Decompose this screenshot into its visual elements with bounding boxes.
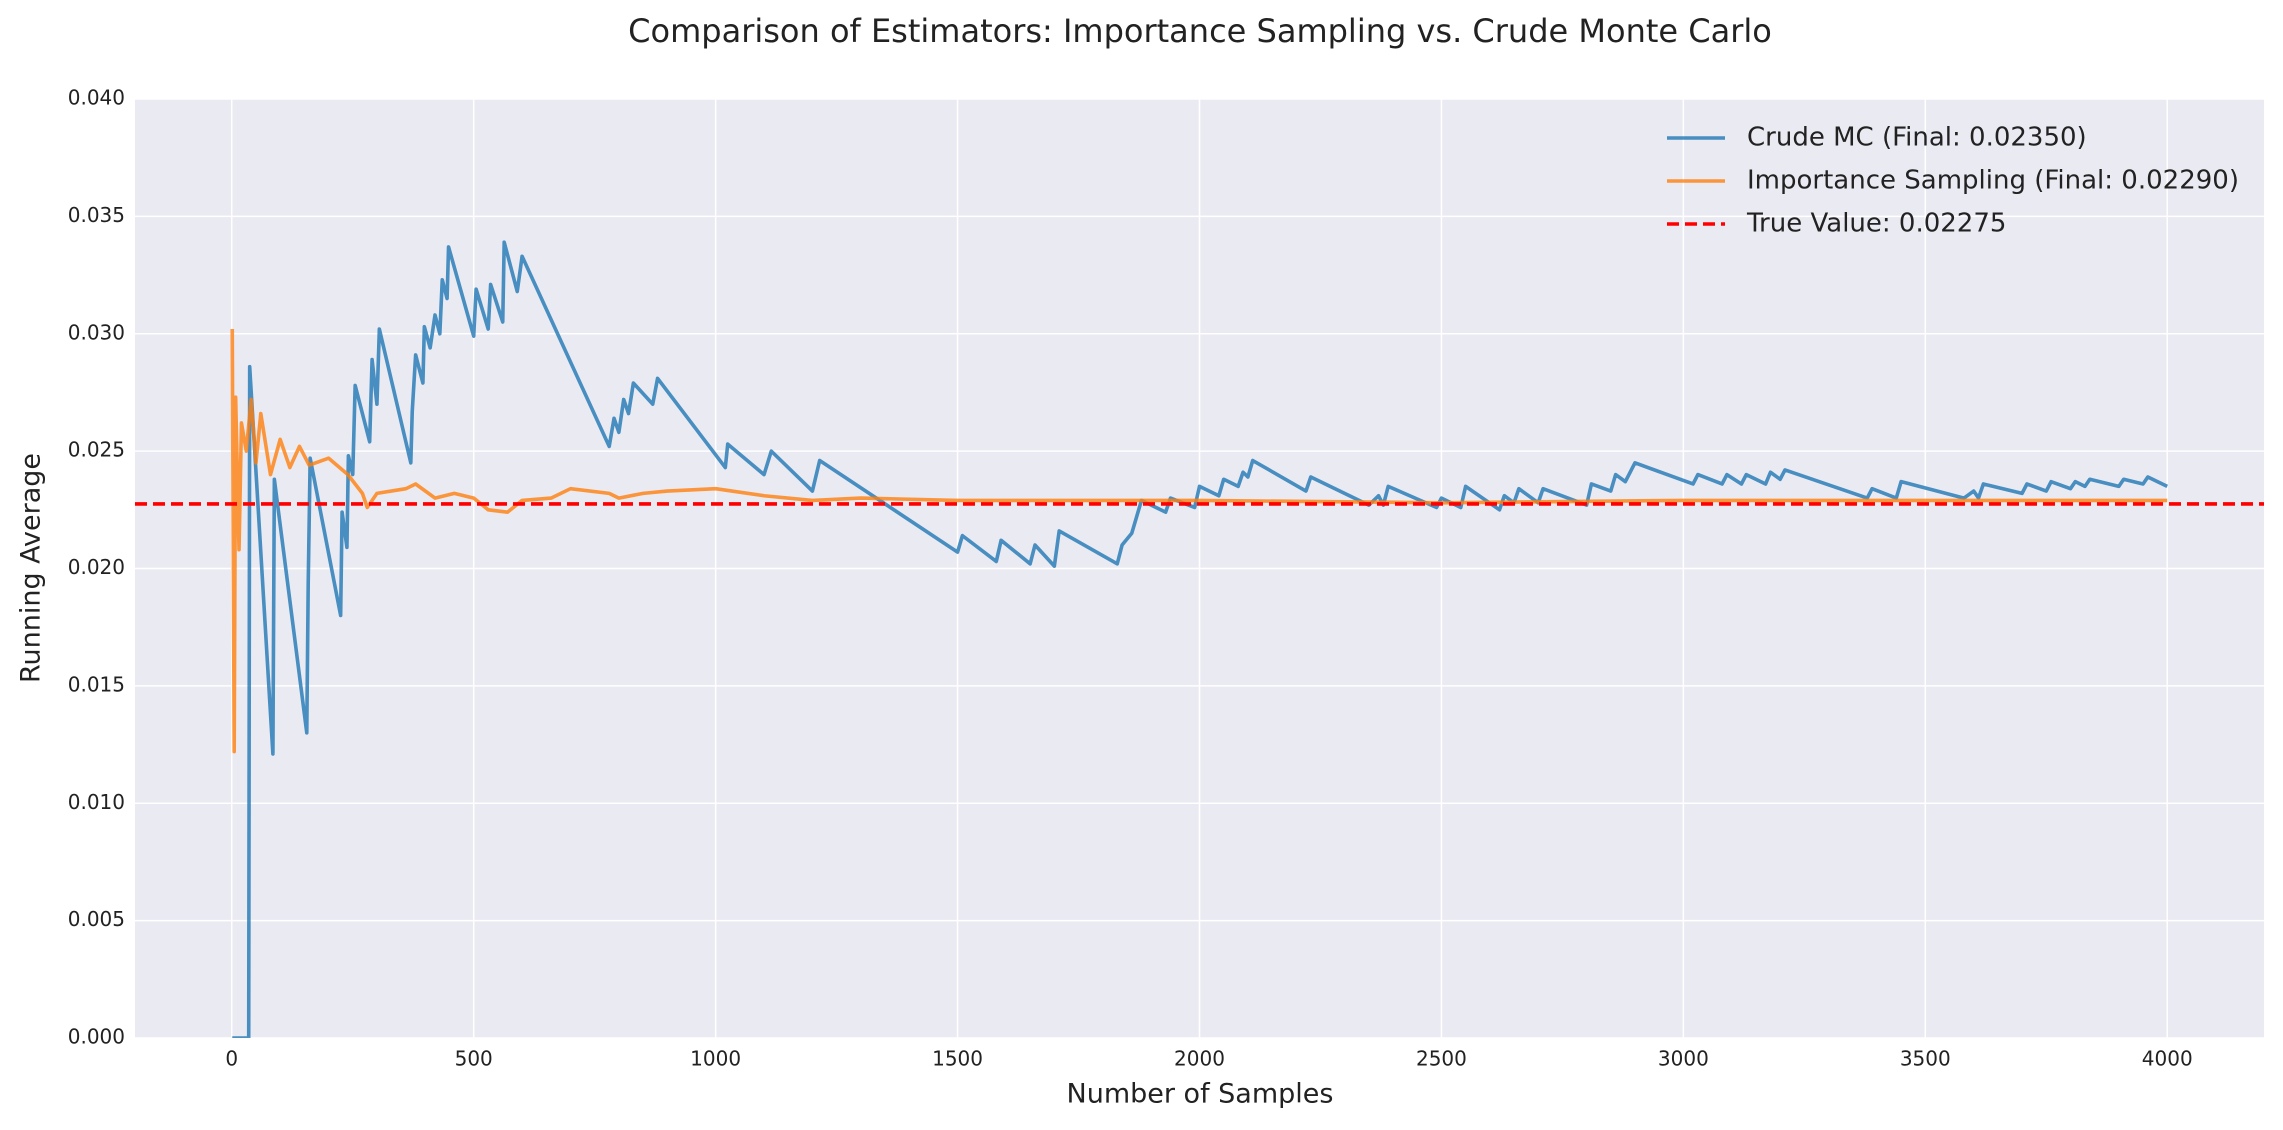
y-tick-label: 0.005 <box>68 907 125 931</box>
x-tick-label: 3000 <box>1658 1047 1709 1071</box>
x-axis-label: Number of Samples <box>1067 1079 1334 1110</box>
x-tick-label: 500 <box>455 1047 493 1071</box>
data-line <box>230 329 2168 754</box>
y-tick-label: 0.030 <box>68 320 125 344</box>
chart-title: Comparison of Estimators: Importance Sam… <box>628 12 1772 50</box>
x-tick-label: 4000 <box>2142 1047 2193 1071</box>
y-tick-label: 0.040 <box>68 86 125 110</box>
y-tick-label: 0.000 <box>68 1025 125 1049</box>
legend-label: Crude MC (Final: 0.02350) <box>1747 123 2087 153</box>
x-tick-label: 2000 <box>1174 1047 1225 1071</box>
x-tick-label: 1500 <box>932 1047 983 1071</box>
legend-label: Importance Sampling (Final: 0.02290) <box>1747 166 2239 196</box>
x-tick-label: 1000 <box>690 1047 741 1071</box>
x-tick-label: 3500 <box>1900 1047 1951 1071</box>
y-axis-label: Running Average <box>16 453 47 683</box>
y-tick-label: 0.010 <box>68 790 125 814</box>
legend-label: True Value: 0.02275 <box>1746 209 2006 239</box>
x-tick-label: 2500 <box>1416 1047 1467 1071</box>
y-tick-label: 0.020 <box>68 555 125 579</box>
y-tick-label: 0.015 <box>68 672 125 696</box>
x-tick-label: 0 <box>225 1047 238 1071</box>
y-tick-label: 0.025 <box>68 438 125 462</box>
y-tick-label: 0.035 <box>68 203 125 227</box>
